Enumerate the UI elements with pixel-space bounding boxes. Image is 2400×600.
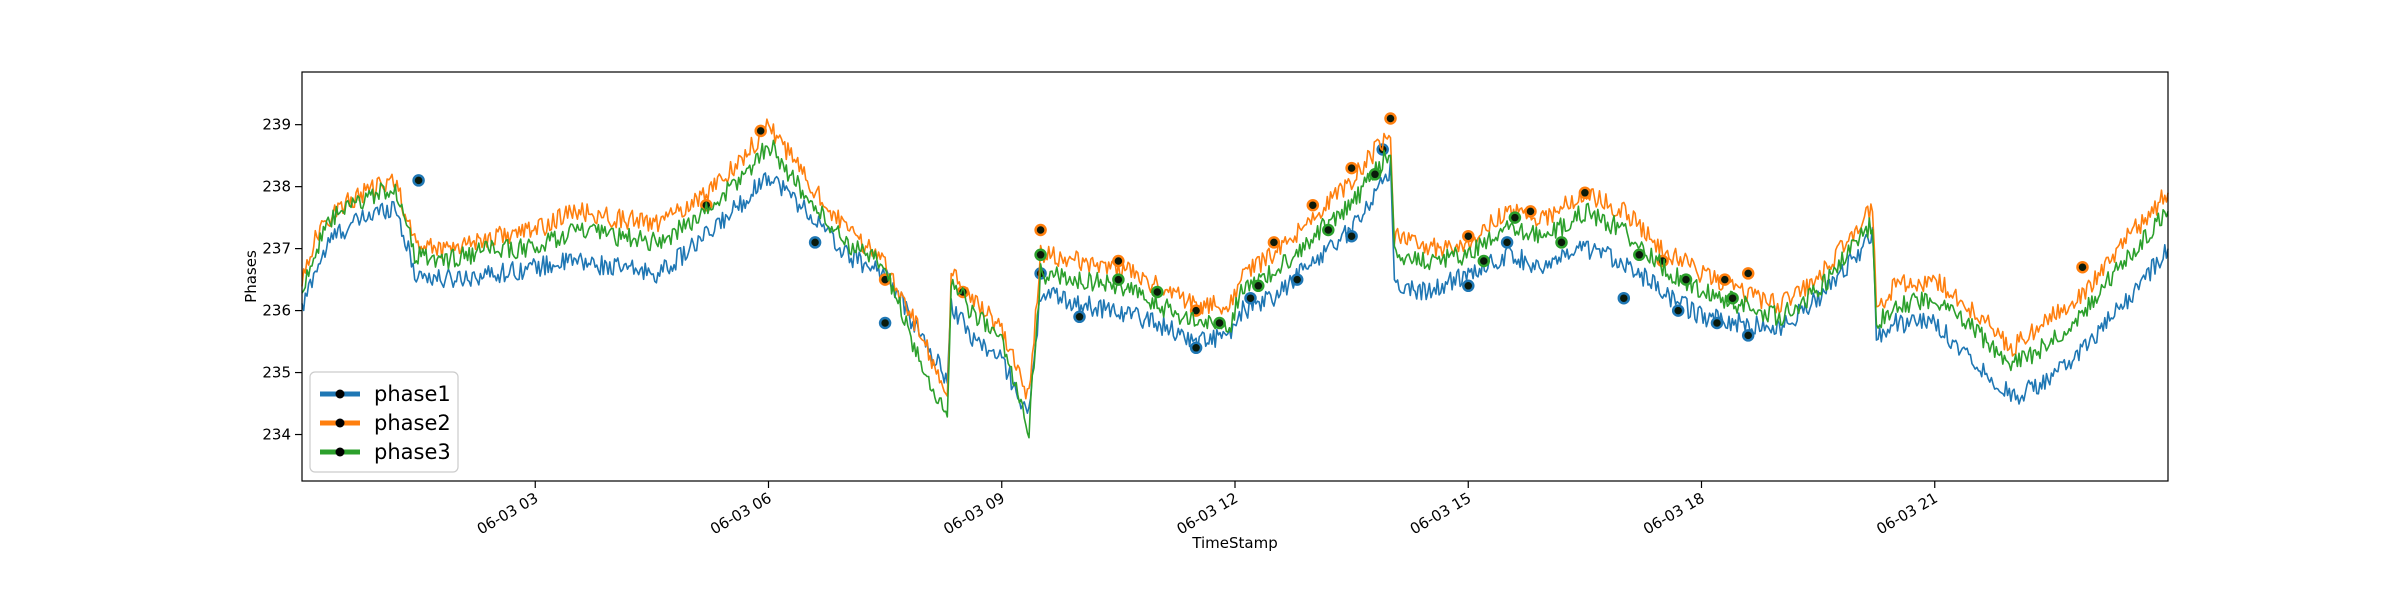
legend-item-phase2: phase2 [320,411,451,435]
series-phase1 [301,143,2169,415]
data-point-phase1-11 [1500,236,1514,249]
y-tick-label: 235 [262,364,291,382]
data-point-phase2-11 [1462,229,1475,243]
data-point-phase2-7 [1267,236,1281,249]
data-point-phase1-1 [808,236,822,249]
data-point-phase3-0 [1034,248,1047,262]
y-tick-label: 239 [262,116,291,134]
y-tick-label: 238 [262,178,291,196]
data-point-phase1-5 [1189,341,1203,355]
data-point-phase2-9 [1345,161,1358,175]
data-point-phase1-12 [1617,291,1631,305]
y-axis-label: Phases [242,250,260,303]
series-phase2 [301,112,2169,400]
data-point-phase3-6 [1368,168,1382,181]
data-point-phase2-16 [1741,267,1755,280]
data-point-phase2-4 [1034,223,1047,237]
data-point-phase2-1 [754,124,767,138]
data-point-phase3-2 [1151,285,1164,299]
y-tick-label: 237 [262,240,291,258]
legend: phase1 phase2 phase3 [309,371,459,473]
data-point-phase2-5 [1112,254,1125,268]
data-point-phase2-10 [1384,112,1397,125]
data-point-phase3-4 [1252,279,1265,293]
legend-box [309,371,459,473]
series-line-phase2 [301,118,2169,400]
data-point-phase3-3 [1213,316,1226,330]
data-point-phase1-14 [1710,316,1724,330]
y-tick-label: 236 [262,302,291,320]
legend-label: phase1 [374,382,451,406]
data-point-phase1-2 [878,316,892,330]
data-point-phase2-13 [1578,186,1592,200]
data-point-phase2-8 [1306,198,1320,212]
data-point-phase3-11 [1679,273,1693,286]
data-point-phase2-15 [1718,273,1732,286]
data-point-phase3-12 [1726,291,1739,305]
data-point-phase1-4 [1073,310,1086,324]
y-axis: 234 235 236 237 238 239 [262,116,302,444]
data-point-phase1-13 [1671,304,1685,317]
data-point-phase1-8 [1345,229,1358,243]
data-point-phase3-8 [1508,211,1522,224]
data-point-phase1-7 [1290,273,1304,286]
legend-item-phase1: phase1 [320,382,451,406]
data-point-phase3-1 [1112,273,1125,286]
data-point-phase2-12 [1524,205,1537,218]
legend-marker [335,447,345,457]
series-line-phase3 [301,139,2169,439]
data-point-phase3-10 [1633,248,1646,262]
legend-marker [335,389,345,399]
legend-label: phase3 [374,440,451,464]
data-point-phase1-10 [1462,279,1475,293]
data-point-phase3-7 [1477,254,1491,268]
series-line-phase1 [301,159,2169,415]
legend-label: phase2 [374,411,451,435]
data-point-phase3-5 [1322,223,1335,237]
data-point-phase1-0 [412,174,425,187]
legend-marker [335,418,345,428]
legend-item-phase3: phase3 [320,440,451,464]
data-point-phase1-6 [1244,291,1257,305]
series-phase3 [301,139,2169,439]
data-point-phase3-9 [1555,236,1568,249]
x-axis-label: TimeStamp [1191,534,1277,552]
series-layer [301,112,2169,439]
data-point-phase1-15 [1741,329,1755,342]
data-point-phase2-17 [2076,260,2089,274]
y-tick-label: 234 [262,426,291,444]
